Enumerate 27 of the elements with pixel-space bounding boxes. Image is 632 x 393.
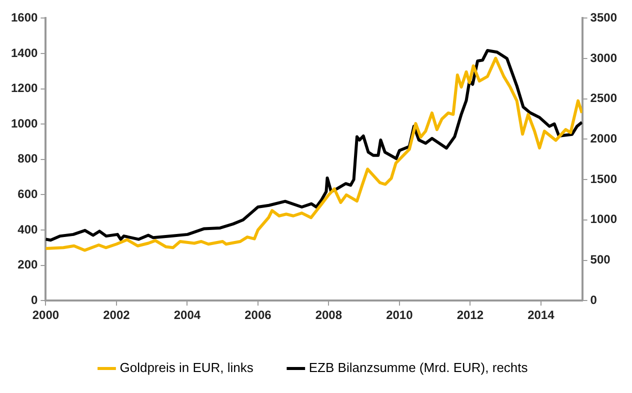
y2-tick-label: 1000 [590, 212, 618, 226]
x-tick-label: 2000 [32, 308, 60, 322]
y-tick-label: 1200 [10, 81, 38, 96]
y-tick-label: 1600 [10, 10, 38, 25]
y-tick-label: 1400 [10, 46, 38, 60]
x-tick-label: 2014 [528, 308, 555, 322]
y2-tick-label: 3500 [590, 10, 618, 25]
x-tick-label: 2012 [456, 308, 484, 322]
y-tick-label: 200 [18, 258, 38, 272]
x-tick-label: 2008 [315, 308, 342, 322]
x-tick-label: 2002 [103, 308, 130, 322]
y-tick-label: 400 [18, 222, 38, 236]
x-tick-label: 2004 [174, 308, 201, 322]
y2-tick-label: 3000 [590, 50, 618, 65]
legend-label: Goldpreis in EUR, links [120, 360, 254, 376]
y2-tick-label: 2000 [590, 132, 618, 146]
x-tick-label: 2006 [244, 308, 272, 322]
y-tick-label: 1000 [10, 116, 38, 130]
y-tick-label: 800 [18, 152, 38, 166]
x-tick-label: 2010 [386, 308, 414, 322]
legend-label: EZB Bilanzsumme (Mrd. EUR), rechts [308, 360, 528, 376]
y2-tick-label: 0 [590, 292, 598, 307]
y-tick-label: 0 [31, 292, 38, 307]
y-tick-label: 600 [18, 187, 38, 202]
y2-tick-label: 500 [590, 252, 611, 267]
y2-tick-label: 1500 [590, 172, 618, 186]
y2-tick-label: 2500 [590, 91, 618, 106]
